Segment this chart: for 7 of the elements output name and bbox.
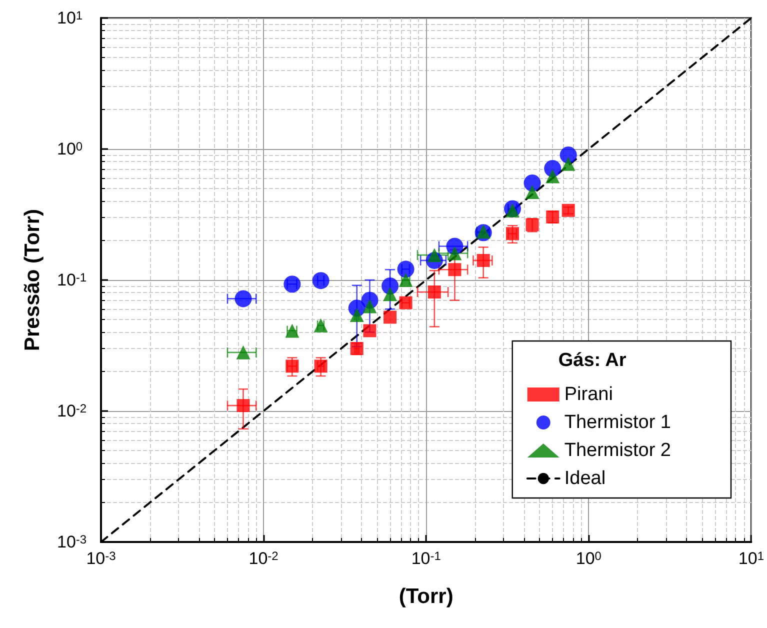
- x-axis-title: (Torr): [398, 585, 454, 608]
- legend-label: Thermistor 2: [564, 440, 672, 461]
- y-axis-title: Pressão (Torr): [21, 209, 44, 351]
- legend-title: Gás: Ar: [558, 350, 627, 371]
- legend-label: Pirani: [564, 384, 613, 405]
- legend-label: Ideal: [564, 468, 606, 489]
- legend-label: Thermistor 1: [564, 412, 672, 433]
